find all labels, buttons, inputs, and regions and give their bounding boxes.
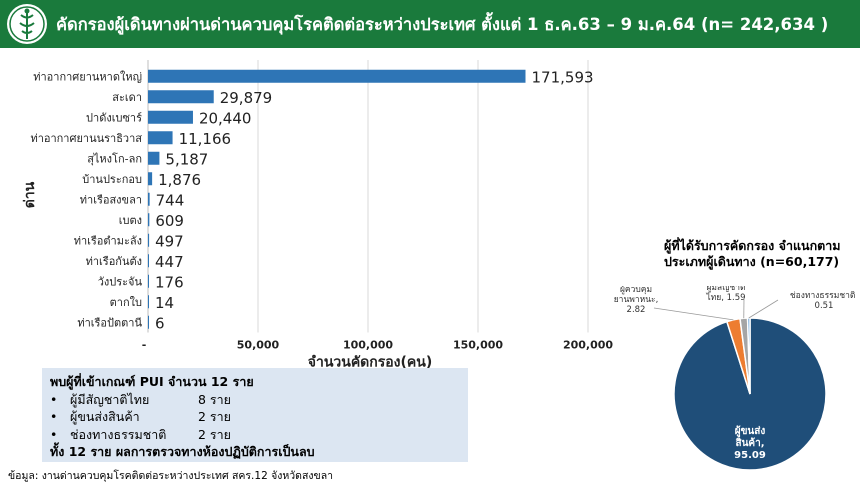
y-tick-label: ท่าเรือสงขลา: [80, 193, 142, 206]
pie-slice-label: ช่องทางธรรมชาติ, 0.51: [790, 291, 856, 311]
page-title: คัดกรองผู้เดินทางผ่านด่านควบคุมโรคติดต่อ…: [56, 15, 829, 34]
ministry-logo-icon: [7, 4, 47, 44]
data-label: 171,593: [532, 68, 594, 86]
y-tick-label: ท่าเรือตำมะลัง: [74, 234, 142, 247]
y-tick-label: ปาดังเบซาร์: [86, 111, 142, 124]
data-label: 29,879: [220, 89, 273, 107]
bar: [148, 90, 214, 104]
bar: [148, 315, 149, 329]
y-tick-label: ตากใบ: [110, 296, 142, 309]
pui-heading: พบผู้ที่เข้าเกณฑ์ PUI จำนวน 12 ราย: [50, 374, 254, 389]
bar: [148, 295, 149, 309]
y-tick-label: ท่าอากาศยานนราธิวาส: [30, 132, 142, 145]
pie-slice: [746, 317, 751, 395]
pui-item: • ผู้มีสัญชาติไทย 8 ราย: [50, 391, 460, 409]
bar: [148, 151, 160, 165]
pui-item: • ช่องทางธรรมชาติ 2 ราย: [50, 426, 460, 444]
pie-leader-line: [748, 299, 779, 319]
bar: [148, 213, 150, 227]
bar: [148, 172, 153, 186]
bar: [148, 274, 149, 288]
pui-item-label: ผู้ขนส่งสินค้า: [70, 409, 140, 424]
data-label: 609: [155, 212, 184, 230]
pui-summary: ทั้ง 12 ราย ผลการตรวจทางห้องปฏิบัติการเป…: [50, 444, 315, 459]
x-tick-label: -: [142, 339, 147, 352]
y-tick-label: เบตง: [119, 214, 142, 227]
bar: [148, 69, 526, 83]
x-tick-label: 150,000: [453, 339, 503, 352]
bar: [148, 131, 173, 145]
bullet-mark: •: [50, 391, 58, 407]
data-label: 20,440: [199, 109, 252, 127]
bar: [148, 110, 193, 124]
y-tick-label: สะเดา: [112, 91, 142, 104]
pui-summary-box: พบผู้ที่เข้าเกณฑ์ PUI จำนวน 12 ราย • ผู้…: [42, 368, 468, 462]
bar: [148, 233, 150, 247]
data-source-note: ข้อมูล: งานด่านควบคุมโรคติดต่อระหว่างประ…: [8, 470, 334, 482]
pie-slice-label: ผู้ควบคุมยานพาหนะ, 2.82: [614, 286, 659, 315]
x-tick-label: 50,000: [237, 339, 280, 352]
pui-item-value: 2 ราย: [198, 409, 231, 424]
data-label: 176: [155, 273, 184, 291]
x-tick-label: 100,000: [343, 339, 393, 352]
data-label: 14: [155, 294, 174, 312]
bullet-mark: •: [50, 426, 58, 442]
pui-item-value: 2 ราย: [198, 426, 231, 442]
header-banner: คัดกรองผู้เดินทางผ่านด่านควบคุมโรคติดต่อ…: [0, 0, 860, 48]
y-tick-label: ท่าอากาศยานหาดใหญ่: [33, 70, 142, 83]
bar: [148, 192, 150, 206]
bar: [148, 254, 149, 268]
y-tick-label: ท่าเรือปัตตานี: [77, 316, 142, 329]
data-label: 497: [155, 232, 184, 250]
pie-chart-title: ผู้ที่ได้รับการคัดกรอง จำแนกตามประเภทผู้…: [664, 238, 841, 269]
pie-slice-label: ผู้มีสัญชาติไทย, 1.59: [705, 286, 745, 303]
y-axis-title: ด่าน: [22, 181, 38, 208]
x-axis-title: จำนวนคัดกรอง(คน): [308, 355, 433, 369]
checkpoint-bar-chart: - 50,000 100,000 150,000 200,000 ท่าอากาศยานห…: [22, 60, 613, 369]
y-tick-label: วังประจัน: [98, 275, 143, 288]
pui-item-label: ช่องทางธรรมชาติ: [70, 426, 167, 442]
data-label: 1,876: [158, 171, 201, 189]
pui-item-label: ผู้มีสัญชาติไทย: [70, 391, 150, 407]
pui-item: • ผู้ขนส่งสินค้า 2 ราย: [50, 408, 460, 426]
bullet-mark: •: [50, 409, 58, 424]
y-tick-label: บ้านประกอบ: [82, 173, 142, 186]
y-tick-label: สุไหงโก-ลก: [87, 151, 142, 165]
pie-slice-label: ผู้ขนส่งสินค้า, 95.09: [734, 425, 766, 461]
data-label: 447: [155, 253, 184, 271]
traveler-type-pie-chart: ผู้ขนส่งสินค้า, 95.09 ผู้ควบคุมยานพาหนะ, 2.…: [614, 286, 856, 471]
data-label: 11,166: [179, 130, 232, 148]
x-tick-label: 200,000: [563, 339, 613, 352]
data-label: 5,187: [165, 150, 208, 168]
data-label: 744: [156, 191, 185, 209]
data-label: 6: [155, 314, 165, 332]
pui-item-value: 8 ราย: [198, 391, 231, 407]
y-tick-label: ท่าเรือกันตัง: [86, 255, 142, 268]
pie-leader-line: [653, 307, 734, 321]
